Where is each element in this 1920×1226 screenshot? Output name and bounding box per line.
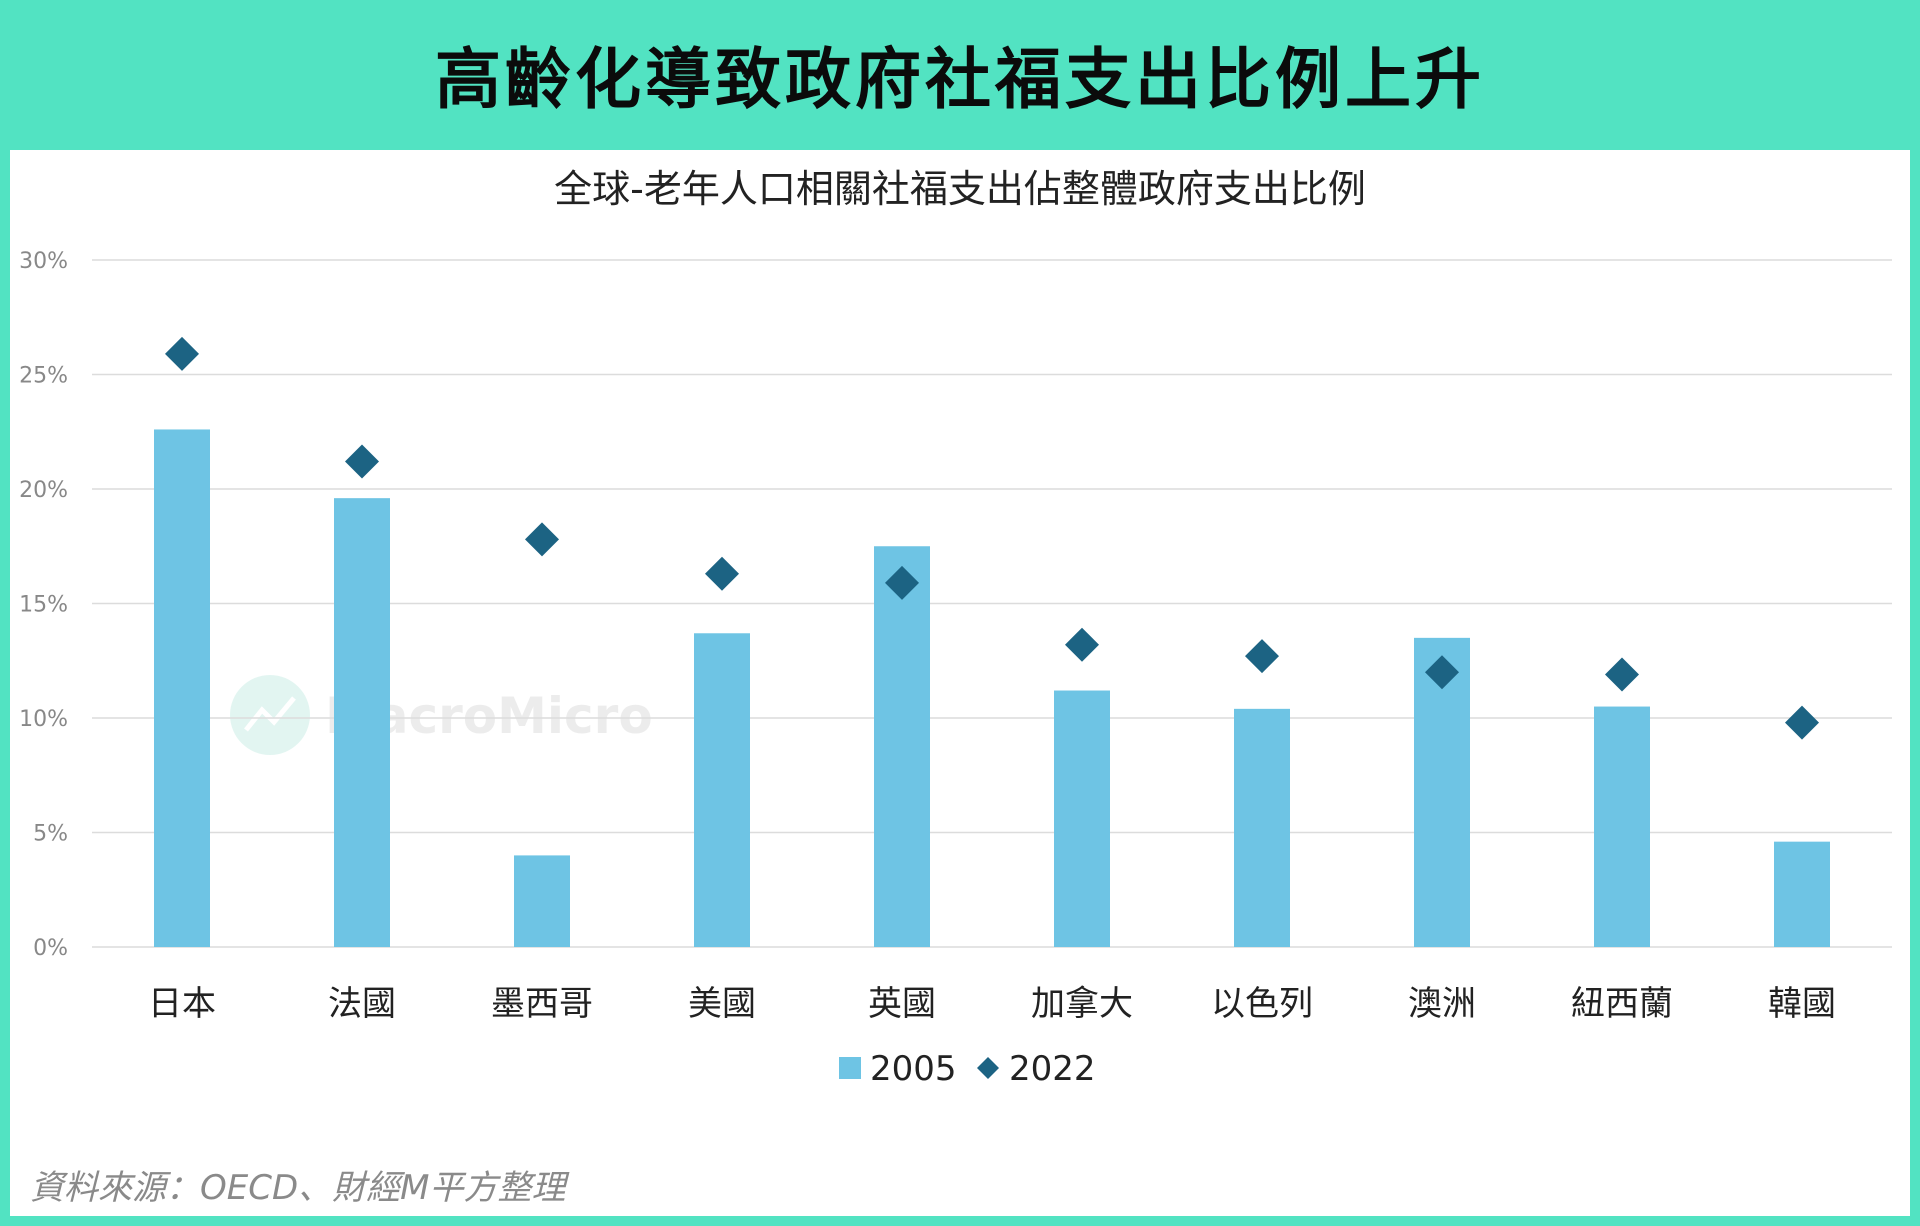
y-tick-label: 25% [19, 364, 68, 389]
chart: 全球-老年人口相關社福支出佔整體政府支出比例 MacroMicro 0% 5% 10% 1… [19, 167, 1892, 1089]
legend-marker-swatch [977, 1057, 999, 1079]
bar-2005 [1774, 841, 1830, 947]
header: 高齡化導致政府社福支出比例上升 [0, 0, 1920, 148]
legend-label: 2005 [870, 1049, 957, 1089]
marker-2022 [1785, 705, 1819, 740]
watermark: MacroMicro [230, 675, 653, 755]
bar-2005 [874, 546, 930, 947]
watermark-logo-icon [230, 675, 310, 755]
y-tick-label: 0% [33, 936, 68, 961]
x-tick-label: 英國 [868, 984, 936, 1024]
source-note: 資料來源：OECD、財經M平方整理 [30, 1168, 566, 1208]
x-tick-label: 加拿大 [1031, 984, 1133, 1024]
x-tick-label: 以色列 [1211, 984, 1313, 1024]
y-tick-label: 5% [33, 822, 68, 847]
marker-2022 [165, 336, 199, 371]
marker-2022 [705, 556, 739, 591]
marker-2022 [525, 522, 559, 557]
marker-2022 [1065, 627, 1099, 662]
bar-2005 [1054, 690, 1110, 947]
x-tick-label: 澳洲 [1408, 984, 1476, 1024]
bar-2005 [514, 855, 570, 947]
watermark-line-icon [244, 696, 296, 732]
marker-2022 [1605, 657, 1639, 692]
bar-2005 [1234, 708, 1290, 947]
bar-2005 [1414, 637, 1470, 947]
page-title: 高齡化導致政府社福支出比例上升 [435, 41, 1485, 118]
bar-2005 [334, 498, 390, 947]
marker-2022 [885, 565, 919, 600]
marker-2022 [1245, 639, 1279, 674]
x-tick-label: 韓國 [1768, 984, 1836, 1024]
x-tick-label: 美國 [688, 984, 756, 1024]
x-tick-label: 日本 [148, 984, 216, 1024]
x-tick-label: 墨西哥 [491, 984, 593, 1024]
marker-2022 [1425, 655, 1459, 690]
x-tick-label: 紐西蘭 [1571, 984, 1673, 1024]
bar-2005 [1594, 706, 1650, 947]
chart-panel: 全球-老年人口相關社福支出佔整體政府支出比例 MacroMicro 0% 5% 10% 1… [10, 150, 1910, 1216]
bar-2005 [694, 633, 750, 947]
legend-label: 2022 [1009, 1049, 1096, 1089]
bar-2005 [154, 429, 210, 948]
y-tick-label: 15% [19, 593, 68, 618]
x-tick-label: 法國 [328, 984, 396, 1024]
y-tick-label: 20% [19, 478, 68, 503]
y-tick-label: 10% [19, 707, 68, 732]
legend-bar-swatch [839, 1057, 861, 1079]
marker-2022 [345, 444, 379, 479]
y-tick-label: 30% [19, 249, 68, 274]
chart-title: 全球-老年人口相關社福支出佔整體政府支出比例 [554, 167, 1366, 211]
